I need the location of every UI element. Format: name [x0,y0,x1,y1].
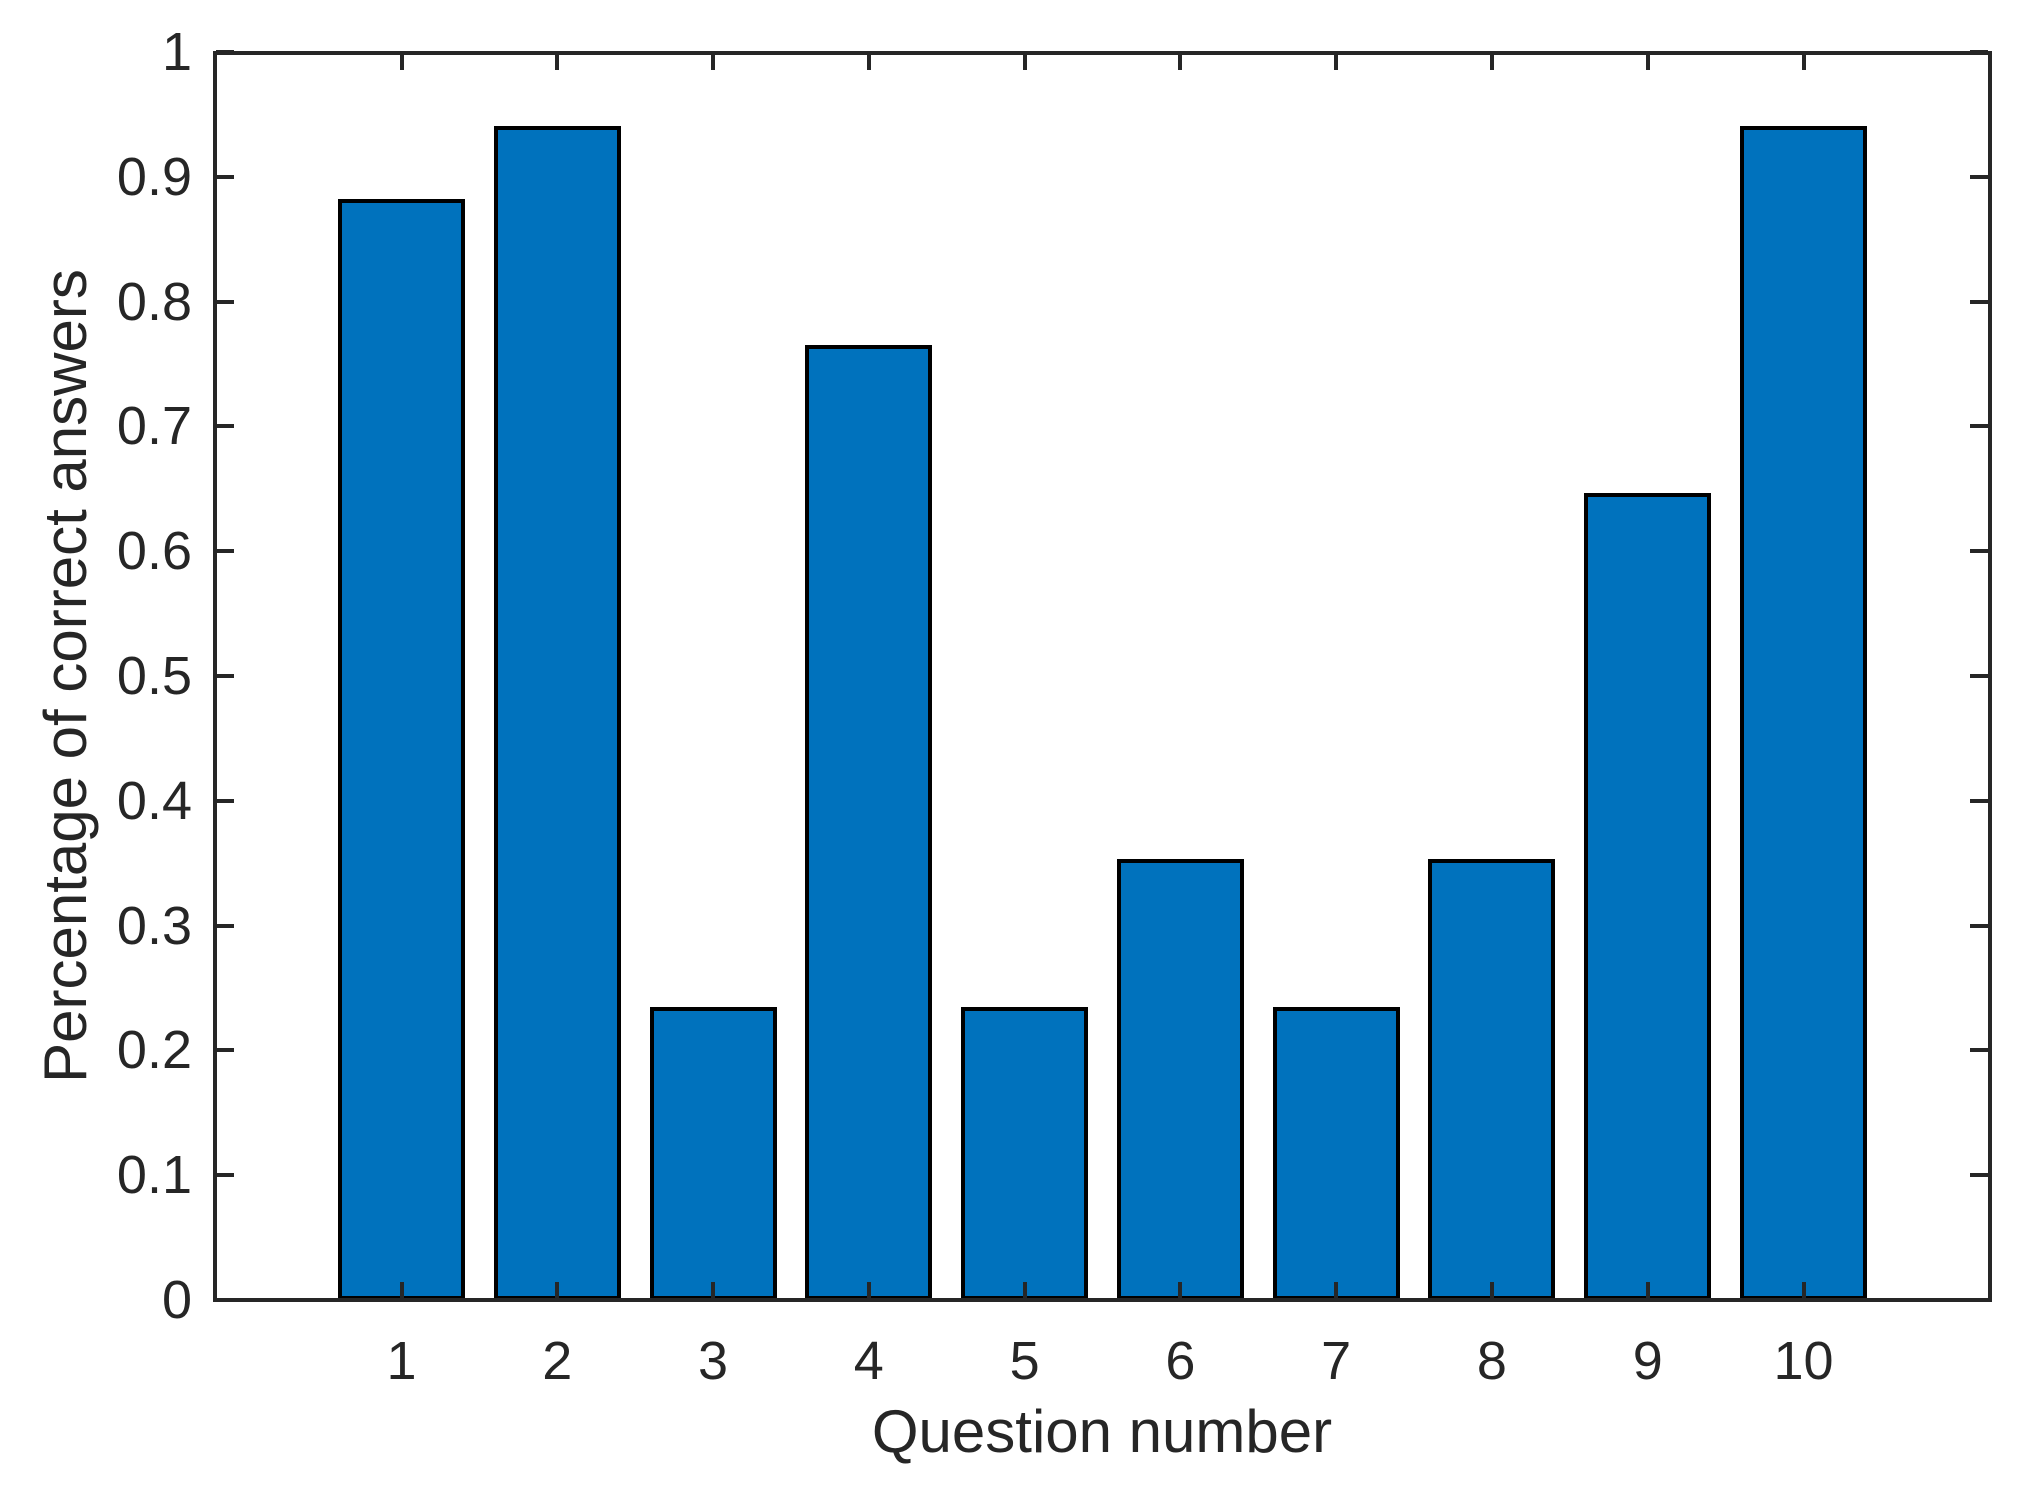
x-tick-label: 6 [1165,1331,1196,1391]
y-tick-right [1970,424,1988,429]
x-tick-bottom [1022,1282,1027,1300]
y-tick-left [216,1298,234,1302]
x-tick-top [555,52,560,70]
bar-question-5 [961,1006,1089,1300]
bar-question-8 [1428,859,1556,1300]
x-tick-top [399,52,404,70]
y-tick-label: 0.1 [116,1145,192,1206]
y-tick-right [1970,174,1988,179]
x-tick-bottom [711,1282,716,1300]
bar-question-1 [338,199,465,1300]
y-tick-label: 0.9 [116,146,192,207]
x-tick-label: 9 [1632,1331,1663,1391]
x-tick-top [1489,52,1494,70]
y-tick-label: 0.6 [116,521,192,582]
x-tick-bottom [1645,1282,1650,1300]
y-tick-left [216,798,234,803]
bar-question-2 [493,125,621,1300]
y-tick-left [216,923,234,928]
x-tick-top [1022,52,1027,70]
bar-question-3 [649,1006,777,1300]
y-tick-label: 0.2 [116,1020,192,1081]
y-tick-right [1970,923,1988,928]
y-tick-left [216,174,234,179]
y-tick-left [216,549,234,554]
x-tick-bottom [555,1282,560,1300]
y-tick-right [1970,1048,1988,1053]
x-tick-top [866,52,871,70]
bar-question-10 [1740,125,1868,1300]
bar-question-9 [1584,492,1712,1300]
x-tick-label: 1 [386,1331,417,1391]
x-tick-bottom [866,1282,871,1300]
y-axis-label: Percentage of correct answers [32,269,99,1083]
x-tick-bottom [1334,1282,1339,1300]
y-tick-right [1970,299,1988,304]
x-axis-label: Question number [871,1398,1333,1465]
x-tick-bottom [399,1282,404,1300]
bar-question-7 [1272,1006,1400,1300]
bar-question-4 [805,345,933,1300]
x-tick-top [1178,52,1183,70]
y-tick-right [1970,674,1988,678]
y-tick-label: 0.8 [116,271,192,332]
x-tick-label: 2 [542,1331,573,1391]
y-tick-label: 0 [161,1270,192,1330]
x-tick-label: 4 [853,1331,884,1391]
bar-question-6 [1116,859,1244,1300]
x-tick-bottom [1489,1282,1494,1300]
y-tick-right [1970,50,1988,54]
x-tick-bottom [1801,1282,1806,1300]
x-tick-label: 5 [1009,1331,1040,1391]
y-tick-left [216,674,234,678]
y-tick-left [216,424,234,429]
y-tick-label: 0.5 [116,646,192,706]
x-tick-label: 7 [1321,1331,1352,1391]
y-tick-label: 1 [161,22,192,82]
plot-area [216,50,1988,1302]
y-tick-left [216,299,234,304]
y-tick-left [216,1173,234,1178]
y-tick-label: 0.4 [116,770,192,831]
x-tick-top [1645,52,1650,70]
x-tick-top [1334,52,1339,70]
x-tick-label: 8 [1476,1331,1507,1391]
x-tick-label: 10 [1773,1331,1834,1391]
x-tick-top [1801,52,1806,70]
y-tick-label: 0.3 [116,895,192,956]
y-tick-left [216,50,234,54]
y-tick-right [1970,549,1988,554]
y-tick-label: 0.7 [116,396,192,457]
y-tick-right [1970,1173,1988,1178]
y-tick-left [216,1048,234,1053]
x-tick-label: 3 [698,1331,729,1391]
y-tick-right [1970,798,1988,803]
x-tick-bottom [1178,1282,1183,1300]
x-tick-top [711,52,716,70]
y-tick-right [1970,1298,1988,1302]
